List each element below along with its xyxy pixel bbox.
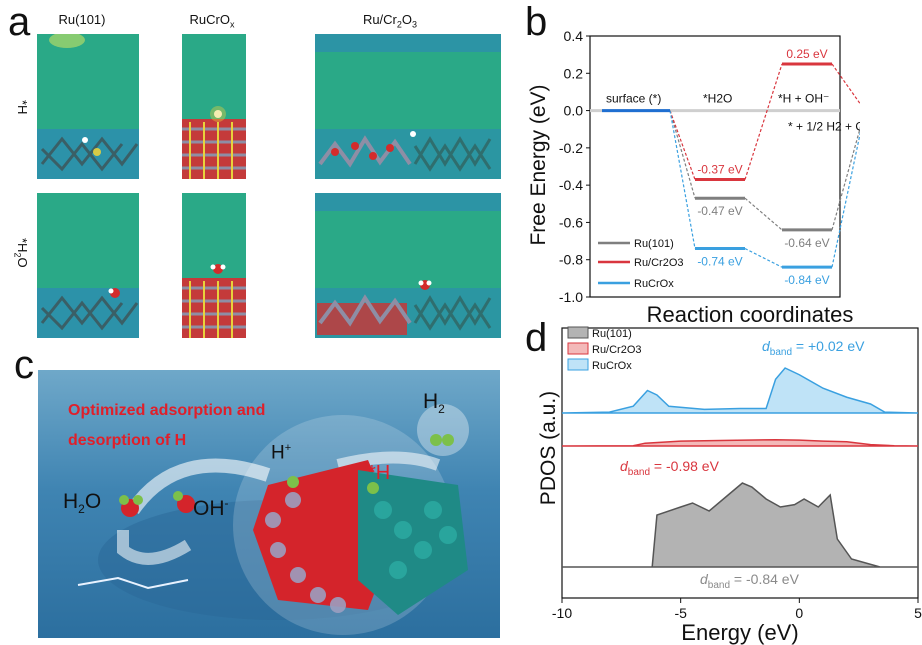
chart-b-frame xyxy=(589,35,841,298)
chart-b-step-label-2: *H + OH⁻ xyxy=(778,92,829,106)
arrow-path xyxy=(127,458,271,515)
density-rucr2o3-h2o-art xyxy=(315,193,501,338)
chart-d-dband-rucrox: dband = +0.02 eV xyxy=(762,338,865,358)
pdos-curve-rucrox xyxy=(561,367,919,414)
chart-b-step-label-0: surface (*) xyxy=(606,92,661,106)
chart-b-legend-label-0: Ru(101) xyxy=(634,238,674,250)
chart-b-legend-label-2: RuCrOx xyxy=(634,278,674,290)
free-energy-chart: Free Energy (eV) Reaction coordinates 0.… xyxy=(527,28,860,327)
col-title-rucrox: RuCrOx xyxy=(189,12,235,30)
pdos-chart: PDOS (a.u.) Energy (eV) -10 -5 0 5 Ru(101) Ru… xyxy=(537,326,922,645)
density-ru101-h-art xyxy=(37,34,139,179)
chart-b-ytick-label-2: 0.0 xyxy=(564,103,584,119)
chart-b-energy-rucr-h2o: -0.37 eV xyxy=(697,163,742,177)
lightning-icon xyxy=(77,576,189,590)
label-star-h: *H xyxy=(368,462,391,484)
chart-b-connector-1-0 xyxy=(669,110,696,180)
chart-b-step-label-3: * + 1/2 H2 + OH⁻ xyxy=(788,120,860,134)
chart-d-legend-swatch-0 xyxy=(567,326,589,339)
pdos-curve-rucr2o3 xyxy=(561,438,919,447)
chart-b-connector-1-1 xyxy=(744,63,783,180)
pdos-curve-ru101 xyxy=(562,482,918,568)
mechanism-illustration: Optimized adsorption and desorption of H… xyxy=(38,370,500,638)
panel-b-letter: b xyxy=(525,0,548,44)
chart-b-ytick-label-5: -0.6 xyxy=(559,214,583,230)
chart-b-connector-2-0 xyxy=(669,110,696,249)
chart-b-energy-rucrox-h: -0.84 eV xyxy=(784,273,829,287)
chart-b-energy-rucr-h: 0.25 eV xyxy=(786,47,827,61)
chart-b-ytick-label-7: -1.0 xyxy=(559,289,583,305)
density-rucrox-h2o-art xyxy=(182,193,246,338)
label-oh: OH- xyxy=(193,496,229,520)
chart-d-xtick-label-1: -5 xyxy=(674,605,687,621)
density-rucr2o3-h2o xyxy=(315,193,501,338)
chart-b-ytick-label-0: 0.4 xyxy=(564,28,584,44)
row-label-h: *H xyxy=(15,100,30,115)
density-ru101-h xyxy=(37,34,139,179)
mechanism-art xyxy=(77,404,469,635)
density-rucrox-h2o xyxy=(182,193,246,338)
row-label-h2o: *H2O xyxy=(12,238,30,268)
chart-d-xtick-label-0: -10 xyxy=(552,605,572,621)
chart-b-ytick-label-3: -0.2 xyxy=(559,140,583,156)
label-h2: H2 xyxy=(423,390,445,417)
chart-b-energy-rucrox-h2o: -0.74 eV xyxy=(697,255,742,269)
chart-b-ytick-label-6: -0.8 xyxy=(559,252,583,268)
chart-b-xlabel: Reaction coordinates xyxy=(647,302,854,327)
chart-d-legend-swatch-1 xyxy=(567,342,589,355)
chart-b-connector-0-2 xyxy=(831,126,860,231)
chart-d-xtick-label-2: 0 xyxy=(795,605,803,621)
chart-b-connector-1-2 xyxy=(831,63,860,105)
chart-b-step-label-1: *H2O xyxy=(703,92,732,106)
chart-d-legend-swatch-2 xyxy=(567,358,589,371)
h2-molecule-icon xyxy=(430,434,454,446)
hydroxide-icon xyxy=(173,491,195,513)
chart-d-legend-label-0: Ru(101) xyxy=(592,328,632,340)
chart-d-legend-label-1: Ru/Cr2O3 xyxy=(592,344,642,356)
chart-b-connector-2-2 xyxy=(831,131,860,268)
chart-b-legend-label-1: Ru/Cr2O3 xyxy=(634,257,684,269)
panel-a-letter: a xyxy=(8,0,31,44)
density-rucr2o3-h xyxy=(315,34,501,179)
chart-d-ylabel: PDOS (a.u.) xyxy=(537,391,560,505)
col-title-ru101: Ru(101) xyxy=(58,12,106,27)
chart-d-legend-label-2: RuCrOx xyxy=(592,360,632,372)
density-rucr2o3-h-art xyxy=(315,34,501,179)
chart-b-connector-0-1 xyxy=(744,197,783,231)
label-h2o: H2O xyxy=(63,490,102,517)
proton-icon xyxy=(287,476,299,488)
panel-d-letter: d xyxy=(525,316,548,360)
adsorbed-h-icon xyxy=(367,482,379,494)
chart-d-dband-ru101: dband = -0.84 eV xyxy=(700,571,800,591)
density-ru101-h2o xyxy=(37,193,139,338)
arrow-h2 xyxy=(336,451,441,471)
chart-b-ytick-label-4: -0.4 xyxy=(559,177,583,193)
chart-b-energy-ru-h2o: -0.47 eV xyxy=(697,204,742,218)
chart-d-frame xyxy=(561,327,919,599)
bubble-h2 xyxy=(417,404,469,456)
chart-d-xlabel: Energy (eV) xyxy=(681,620,798,645)
headline-line-1: Optimized adsorption and xyxy=(68,402,266,419)
arrow-return xyxy=(117,530,192,565)
water-molecule-icon xyxy=(119,495,143,517)
chart-b-energy-ru-h: -0.64 eV xyxy=(784,236,829,250)
label-h-plus: H+ xyxy=(271,442,292,464)
col-title-rucr2o3: Ru/Cr2O3 xyxy=(362,12,418,30)
catalyst-particle xyxy=(253,460,468,615)
chart-b-ylabel: Free Energy (eV) xyxy=(527,84,550,245)
density-rucrox-h-art xyxy=(182,34,246,179)
chart-d-dband-rucr2o3: dband = -0.98 eV xyxy=(620,458,720,478)
density-rucrox-h xyxy=(182,34,246,179)
chart-d-xtick-label-3: 5 xyxy=(914,605,922,621)
density-ru101-h2o-art xyxy=(37,193,139,338)
headline-line-2: desorption of H xyxy=(68,432,187,449)
chart-b-connector-0-0 xyxy=(669,110,696,199)
panel-c-letter: c xyxy=(14,343,34,387)
chart-b-ytick-label-1: 0.2 xyxy=(564,65,584,81)
chart-b-connector-2-1 xyxy=(744,247,783,268)
